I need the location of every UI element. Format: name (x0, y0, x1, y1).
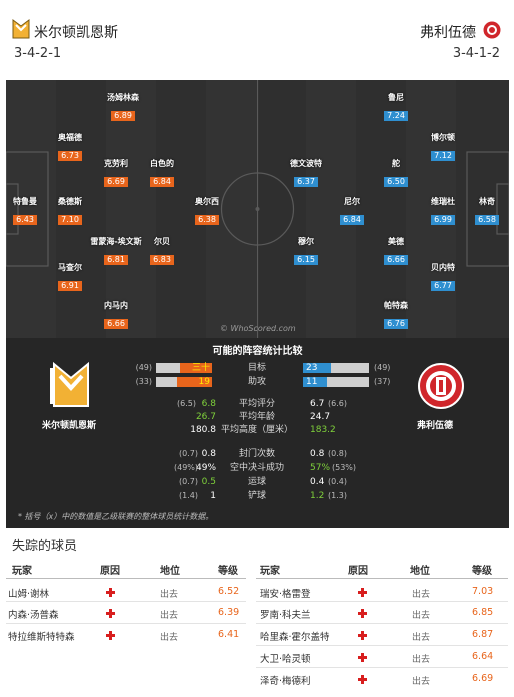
stat-row-aerials: (49%) 49% 空中决斗成功 57% (53%) (174, 463, 357, 473)
home-large-crest-icon (48, 360, 94, 412)
missing-player-name[interactable]: 大卫·哈灵顿 (260, 654, 311, 665)
stat-row-goals: (49) 三十 目标 23 (49) (135, 363, 391, 373)
home-player[interactable]: 克劳利 6.69 (104, 159, 128, 187)
stat-row-avg-height: 180.8 平均高度（厘米） 183.2 (190, 425, 336, 435)
away-team-name[interactable]: 弗利伍德 (420, 25, 476, 41)
injury-icon (358, 609, 367, 618)
injury-icon (358, 631, 367, 640)
away-large-crest-icon (417, 362, 465, 410)
comparison-title: 可能的阵容统计比较 (212, 346, 303, 357)
away-header-rating: 等级 (472, 566, 492, 577)
home-assists-bar (177, 377, 212, 387)
missing-player-name[interactable]: 瑞安·格雷登 (260, 589, 311, 600)
injury-icon (358, 675, 367, 684)
away-player[interactable]: 穆尔 6.15 (276, 236, 336, 266)
home-header-status: 地位 (160, 566, 180, 577)
match-header: 米尔顿凯恩斯 3-4-2-1 弗利伍德 3-4-1-2 (0, 0, 514, 72)
away-formation: 3-4-1-2 (452, 46, 500, 61)
away-crest-icon (482, 20, 502, 40)
injury-icon (106, 609, 115, 618)
injury-icon (358, 653, 367, 662)
home-player[interactable]: 奥尔西 6.38 (195, 197, 219, 225)
away-header-player: 玩家 (260, 566, 280, 577)
home-player[interactable]: 汤姆林森 6.89 (107, 93, 139, 121)
away-header-status: 地位 (410, 566, 430, 577)
watermark: © WhoScored.com (220, 324, 296, 333)
injury-icon (106, 631, 115, 640)
home-player[interactable]: 桑德斯 7.10 (58, 197, 82, 225)
away-player[interactable]: 维瑞杜 6.99 (431, 197, 455, 225)
away-player[interactable]: 德文波特 6.37 (290, 159, 322, 187)
home-team-name[interactable]: 米尔顿凯恩斯 (34, 25, 118, 41)
stat-row-shots-blocked: (0.7) 0.8 封门次数 0.8 (0.8) (179, 449, 347, 459)
stat-row-tackles: (1.4) 1 铲球 1.2 (1.3) (179, 491, 347, 501)
away-player[interactable]: 博尔顿 7.12 (431, 133, 455, 161)
home-player[interactable]: 马查尔 6.91 (58, 263, 82, 291)
stat-row-avg-rating: (6.5) 6.8 平均评分 6.7 (6.6) (177, 399, 347, 409)
away-player[interactable]: 鲁尼 7.24 (366, 92, 426, 122)
pitch-lines (6, 80, 509, 338)
home-player[interactable]: 雷蒙海-埃文斯 6.81 (90, 237, 142, 265)
stat-row-avg-age: 26.7 平均年龄 24.7 (195, 412, 331, 422)
missing-player-name[interactable]: 泽奇·梅德利 (260, 676, 311, 687)
missing-players-title: 失踪的球员 (12, 539, 78, 554)
missing-player-name[interactable]: 内森·汤普森 (8, 610, 59, 621)
home-header-rating: 等级 (218, 566, 238, 577)
away-player[interactable]: 美德 6.66 (366, 236, 426, 266)
away-header-reason: 原因 (348, 566, 368, 577)
home-player[interactable]: 内马内 6.66 (104, 301, 128, 329)
home-player[interactable]: 尔贝 6.83 (132, 236, 192, 266)
home-header-reason: 原因 (100, 566, 120, 577)
home-player[interactable]: 奥福德 6.73 (58, 133, 82, 161)
missing-player-name[interactable]: 罗南·科夫兰 (260, 610, 311, 621)
home-crest-icon (12, 18, 30, 40)
stat-row-assists: (33) 19 助攻 11 (37) (135, 377, 391, 387)
lineup-comparison-panel: 可能的阵容统计比较 米尔顿凯恩斯 弗利伍德 (49) 三十 目标 23 (49) (6, 338, 509, 528)
comparison-footnote: * 括号（x）中的数值是乙级联赛的整体球员统计数据。 (18, 512, 214, 521)
missing-player-name[interactable]: 哈里森·霍尔盖特 (260, 632, 330, 643)
away-player[interactable]: 贝内特 6.77 (431, 263, 455, 291)
missing-player-name[interactable]: 特拉维斯特特森 (8, 632, 75, 643)
away-player[interactable]: 舵 6.50 (366, 158, 426, 188)
away-team-label[interactable]: 弗利伍德 (417, 421, 454, 431)
home-formation: 3-4-2-1 (14, 46, 62, 61)
missing-player-name[interactable]: 山姆·谢林 (8, 589, 50, 600)
home-goals-bar (180, 363, 212, 373)
injury-icon (106, 588, 115, 597)
away-goals-bar (303, 363, 331, 373)
away-assists-bar (303, 377, 327, 387)
home-player[interactable]: 特鲁曼 6.43 (13, 197, 37, 225)
stat-row-dribbles: (0.7) 0.5 运球 0.4 (0.4) (179, 477, 347, 487)
away-player[interactable]: 帕特森 6.76 (384, 301, 408, 329)
away-player[interactable]: 尼尔 6.84 (322, 196, 382, 226)
injury-icon (358, 588, 367, 597)
pitch: 汤姆林森 6.89 奥福德 6.73 克劳利 6.69 白色的 6.84 特鲁曼 6.43… (6, 80, 509, 338)
home-team-label[interactable]: 米尔顿凯恩斯 (42, 421, 97, 431)
away-player[interactable]: 林奇 6.58 (457, 196, 509, 226)
home-player[interactable]: 白色的 6.84 (150, 159, 174, 187)
home-header-player: 玩家 (12, 566, 32, 577)
